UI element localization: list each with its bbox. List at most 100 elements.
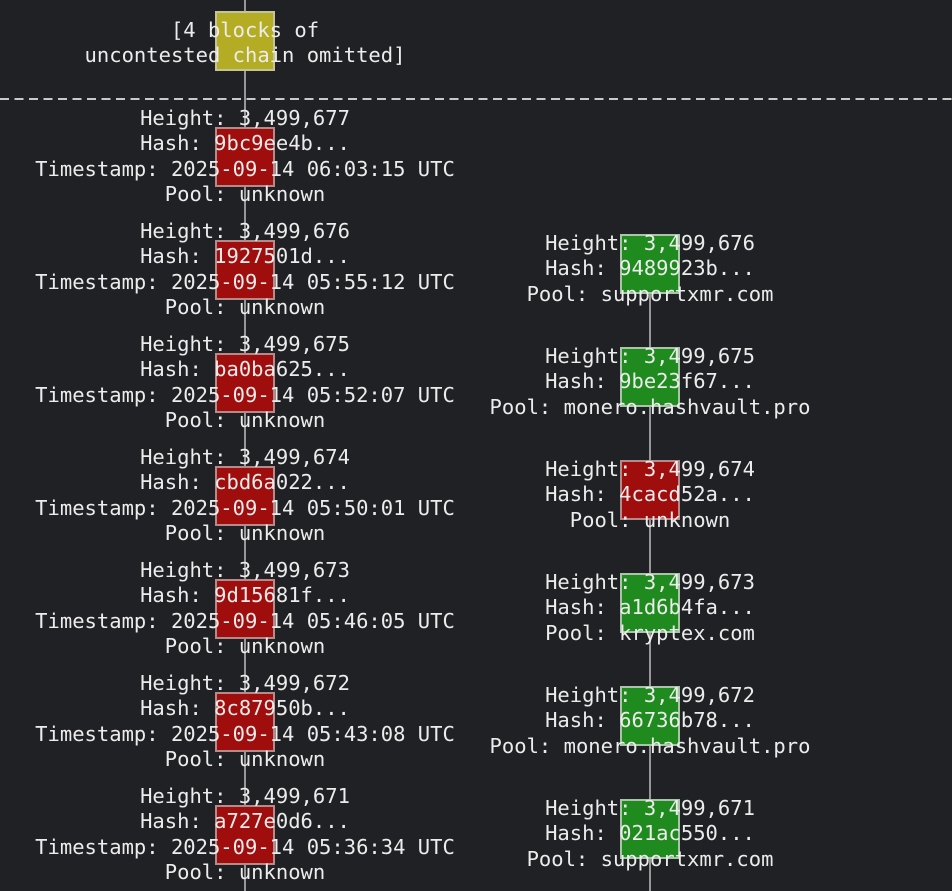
height-label: Height:: [545, 457, 632, 481]
height-label: Height:: [545, 231, 632, 255]
timestamp-value: 2025-09-14 05:36:34 UTC: [170, 834, 455, 859]
block-square: [620, 686, 680, 746]
timestamp-value: 2025-09-14 06:03:15 UTC: [170, 156, 455, 181]
timestamp-line: Timestamp: 2025-09-14 05:43:08 UTC: [0, 722, 505, 747]
omitted-blocks-annotation: [4 blocks of uncontested chain omitted]: [0, 11, 505, 71]
hash-label: Hash:: [140, 696, 202, 721]
pool-label: Pool:: [526, 281, 589, 306]
height-label: Height:: [140, 219, 227, 243]
height-value: 3,499,671: [643, 796, 755, 820]
hash-value: cbd6a022...: [214, 470, 350, 495]
pool-label: Pool:: [164, 181, 227, 206]
height-line: Height: 3,499,674: [440, 457, 860, 482]
block-square: [215, 466, 275, 526]
omitted-annotation-line2: uncontested chain omitted]: [84, 43, 406, 68]
pool-label: Pool:: [489, 394, 552, 419]
hash-line: Hash: 8c87950b...: [0, 696, 505, 721]
pool-line: Pool: monero.hashvault.pro: [440, 395, 860, 420]
height-label: Height:: [140, 445, 227, 469]
hash-label: Hash:: [140, 470, 202, 495]
hash-value: 8c87950b...: [214, 696, 350, 721]
height-label: Height:: [545, 683, 632, 707]
hash-line: Hash: 66736b78...: [440, 708, 860, 733]
pool-line: Pool: monero.hashvault.pro: [440, 734, 860, 759]
timestamp-value: 2025-09-14 05:52:07 UTC: [170, 382, 455, 407]
block-square: [215, 353, 275, 413]
height-line: Height: 3,499,676: [440, 231, 860, 256]
timestamp-line: Timestamp: 2025-09-14 05:52:07 UTC: [0, 383, 505, 408]
pool-label: Pool:: [164, 294, 227, 319]
height-value: 3,499,674: [643, 457, 755, 481]
hash-label: Hash:: [140, 809, 202, 834]
hash-label: Hash:: [140, 583, 202, 608]
timestamp-value: 2025-09-14 05:50:01 UTC: [170, 495, 455, 520]
left-block-group-3: Height: 3,499,674 Hash: cbd6a022... Time…: [0, 445, 505, 546]
pool-label: Pool:: [164, 633, 227, 658]
omitted-block-square: [215, 11, 275, 71]
height-value: 3,499,676: [238, 219, 350, 243]
pool-line: Pool: unknown: [0, 521, 505, 546]
hash-line: Hash: 021ac550...: [440, 821, 860, 846]
timestamp-label: Timestamp:: [35, 269, 159, 294]
height-value: 3,499,674: [238, 445, 350, 469]
timestamp-line: Timestamp: 2025-09-14 05:55:12 UTC: [0, 270, 505, 295]
block-square: [215, 692, 275, 752]
left-block-group-4: Height: 3,499,673 Hash: 9d15681f... Time…: [0, 558, 505, 659]
hash-line: Hash: 9d15681f...: [0, 583, 505, 608]
height-value: 3,499,671: [238, 784, 350, 808]
right-block-group-4: Height: 3,499,672 Hash: 66736b78... Pool…: [440, 683, 860, 759]
pool-line: Pool: unknown: [0, 747, 505, 772]
hash-line: Hash: 9489923b...: [440, 256, 860, 281]
left-block-group-6: Height: 3,499,671 Hash: a727e0d6... Time…: [0, 784, 505, 885]
timestamp-value: 2025-09-14 05:46:05 UTC: [170, 608, 455, 633]
pool-value: supportxmr.com: [600, 846, 774, 871]
pool-value: unknown: [238, 181, 326, 206]
timestamp-label: Timestamp:: [35, 608, 159, 633]
hash-label: Hash:: [545, 256, 607, 281]
timestamp-label: Timestamp:: [35, 495, 159, 520]
height-line: Height: 3,499,677: [0, 106, 505, 131]
block-square: [215, 240, 275, 300]
height-line: Height: 3,499,671: [0, 784, 505, 809]
height-label: Height:: [545, 344, 632, 368]
right-block-group-5: Height: 3,499,671 Hash: 021ac550... Pool…: [440, 796, 860, 872]
pool-label: Pool:: [164, 746, 227, 771]
hash-label: Hash:: [545, 708, 607, 733]
hash-line: Hash: 9be23f67...: [440, 369, 860, 394]
height-label: Height:: [545, 796, 632, 820]
left-chain-line: [244, 0, 246, 891]
divider-dashed-line: [0, 98, 952, 100]
hash-line: Hash: ba0ba625...: [0, 357, 505, 382]
hash-label: Hash:: [545, 482, 607, 507]
pool-label: Pool:: [164, 407, 227, 432]
height-line: Height: 3,499,672: [0, 671, 505, 696]
height-label: Height:: [140, 106, 227, 130]
height-value: 3,499,673: [643, 570, 755, 594]
height-value: 3,499,677: [238, 106, 350, 130]
block-square: [620, 573, 680, 633]
hash-value: a1d6b4fa...: [619, 595, 755, 620]
hash-value: 9489923b...: [619, 256, 755, 281]
pool-label: Pool:: [164, 859, 227, 884]
height-value: 3,499,672: [643, 683, 755, 707]
hash-value: a727e0d6...: [214, 809, 350, 834]
pool-line: Pool: kryptex.com: [440, 621, 860, 646]
right-block-group-3: Height: 3,499,673 Hash: a1d6b4fa... Pool…: [440, 570, 860, 646]
hash-value: 4cacd52a...: [619, 482, 755, 507]
height-line: Height: 3,499,673: [440, 570, 860, 595]
right-chain-line: [649, 235, 651, 891]
hash-value: 9be23f67...: [619, 369, 755, 394]
hash-label: Hash:: [545, 595, 607, 620]
timestamp-label: Timestamp:: [35, 156, 159, 181]
pool-line: Pool: unknown: [0, 860, 505, 885]
pool-line: Pool: unknown: [0, 182, 505, 207]
pool-value: unknown: [238, 294, 326, 319]
hash-label: Hash:: [140, 244, 202, 269]
height-label: Height:: [545, 570, 632, 594]
pool-line: Pool: supportxmr.com: [440, 282, 860, 307]
height-line: Height: 3,499,676: [0, 219, 505, 244]
pool-value: unknown: [238, 633, 326, 658]
pool-value: unknown: [643, 507, 731, 532]
right-block-group-1: Height: 3,499,675 Hash: 9be23f67... Pool…: [440, 344, 860, 420]
timestamp-line: Timestamp: 2025-09-14 06:03:15 UTC: [0, 157, 505, 182]
